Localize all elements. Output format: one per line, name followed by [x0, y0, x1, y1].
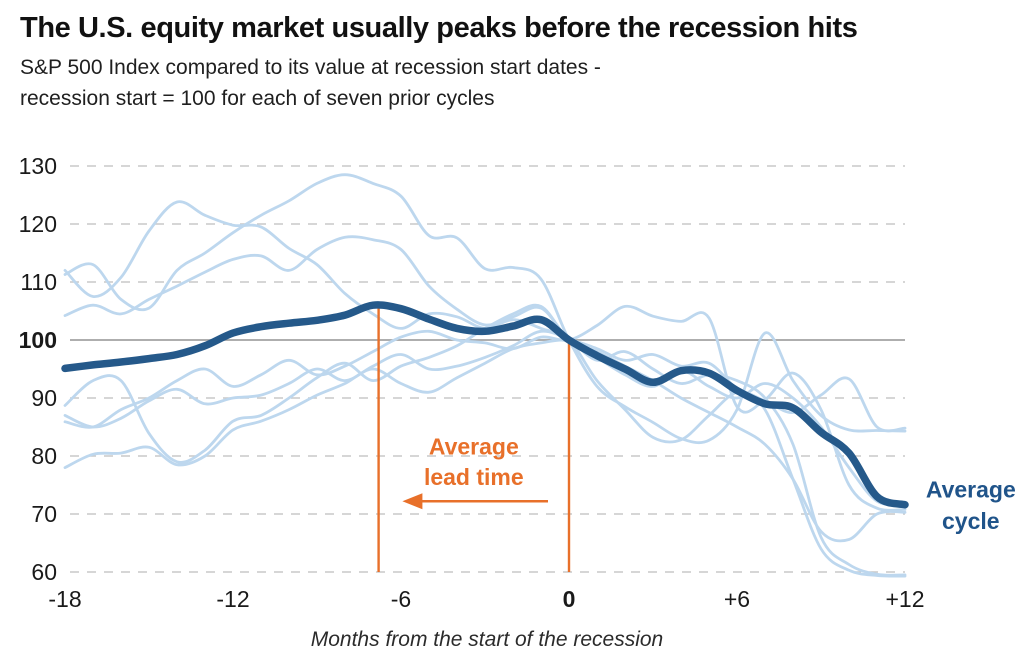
chart-subtitle-line2: recession start = 100 for each of seven … [20, 86, 495, 110]
ytick-label-120: 120 [19, 211, 57, 237]
xtick-label-0: 0 [563, 586, 576, 612]
lead-time-label-line2: lead time [424, 464, 524, 490]
chart-header: The U.S. equity market usually peaks bef… [20, 12, 1010, 114]
cycle-line-cycle_3 [63, 235, 907, 506]
chart-subtitle: S&P 500 Index compared to its value at r… [20, 53, 1010, 114]
lead-time-arrow-head [402, 493, 423, 510]
cycle-line-cycle_2 [63, 173, 907, 445]
chart-subtitle-line1: S&P 500 Index compared to its value at r… [20, 56, 601, 80]
ytick-label-60: 60 [31, 559, 57, 585]
xtick-label--6: -6 [391, 586, 411, 612]
xtick-label-+6: +6 [724, 586, 750, 612]
ytick-label-110: 110 [20, 269, 57, 295]
ytick-label-130: 130 [19, 153, 57, 179]
ytick-label-90: 90 [31, 385, 57, 411]
chart-title: The U.S. equity market usually peaks bef… [20, 12, 858, 44]
x-axis-title: Months from the start of the recession [311, 628, 664, 651]
average-cycle-label-line2: cycle [942, 508, 1000, 534]
ytick-label-80: 80 [31, 443, 57, 469]
average-cycle-label-line1: Average [926, 477, 1016, 503]
xtick-label--12: -12 [216, 586, 249, 612]
xtick-label--18: -18 [48, 586, 81, 612]
cycle-line-cycle_7 [63, 338, 907, 578]
ytick-label-70: 70 [31, 501, 57, 527]
xtick-label-+12: +12 [885, 586, 924, 612]
cycle-line-cycle_6 [63, 304, 907, 512]
average-cycle-line [61, 301, 909, 509]
lead-time-label-line1: Average [429, 434, 519, 460]
ytick-label-100: 100 [19, 327, 57, 353]
